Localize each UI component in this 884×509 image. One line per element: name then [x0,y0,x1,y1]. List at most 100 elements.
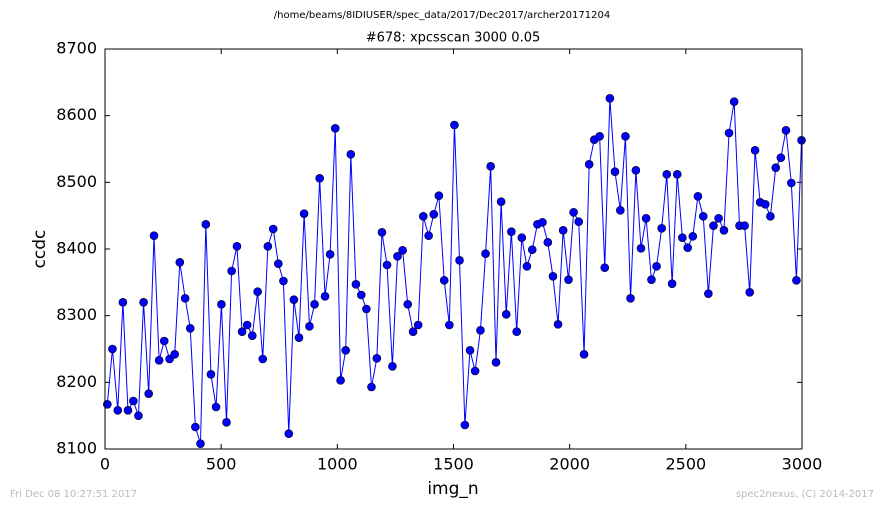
x-axis-label: img_n [427,479,478,499]
data-point [336,376,345,385]
chart-subtitle: #678: xpcsscan 3000 0.05 [366,31,541,46]
data-point [320,292,330,301]
data-point [616,206,625,215]
data-point [460,420,470,430]
data-point [626,294,635,303]
data-point [470,366,480,376]
data-point [274,259,283,268]
data-point [154,356,164,365]
data-point [279,276,288,286]
data-point [159,336,169,346]
data-point [714,214,723,223]
y-tick-label: 8400 [56,239,97,258]
data-point [424,231,433,240]
data-point [118,298,128,307]
data-point [476,326,485,335]
data-point [693,192,703,201]
data-point [206,370,216,379]
data-point [501,310,511,319]
data-point [631,166,641,175]
data-point [553,320,563,329]
data-point [704,289,713,298]
data-point [237,327,247,336]
data-point [465,346,475,355]
data-point [792,276,801,285]
data-point [574,217,584,226]
data-point [517,233,527,242]
data-point [247,331,257,340]
data-point [113,406,123,415]
data-point [196,439,205,448]
data-point [175,258,185,267]
x-tick-label: 0 [100,455,110,474]
data-point [760,200,770,209]
data-point [647,275,656,284]
data-point [429,210,439,219]
data-point [305,322,314,331]
x-tick-label: 1000 [317,455,358,474]
data-point [481,249,490,258]
data-point [367,382,376,392]
data-point [455,256,464,265]
data-point [403,300,413,309]
data-point [330,124,340,133]
plot-frame [104,48,803,450]
data-point [745,288,755,297]
data-point [284,429,294,438]
x-tick-label: 500 [206,455,237,474]
data-point [579,350,589,359]
data-point [548,272,558,281]
data-point [299,209,309,218]
data-point [678,233,687,242]
data-point [538,218,547,227]
data-point [388,362,397,371]
x-tick-label: 3000 [782,455,823,474]
data-point [486,162,495,171]
data-point [450,120,459,130]
data-point [134,411,143,420]
data-point [445,320,454,330]
data-point [672,170,682,179]
data-point [377,228,387,237]
data-point [621,132,630,141]
data-point [605,94,615,103]
data-point [315,174,324,183]
data-point [527,245,537,254]
x-tick-label: 2500 [665,455,706,474]
data-point [776,153,786,162]
data-point [232,242,242,251]
data-point [149,231,159,240]
chart-title: /home/beams/8IDIUSER/spec_data/2017/Dec2… [274,10,610,21]
data-point [393,252,402,261]
data-point [740,221,749,230]
data-point [351,280,361,289]
data-point [310,300,319,309]
x-tick-label: 1500 [433,455,474,474]
data-point [222,418,231,427]
data-point [496,197,506,206]
data-point [382,260,392,270]
y-tick-label: 8300 [56,305,97,324]
data-point [667,279,677,288]
data-point [491,358,501,367]
data-point [227,266,236,276]
data-point [341,346,350,355]
data-point [729,97,739,106]
data-point [418,212,428,221]
y-tick-label: 8200 [56,372,97,391]
data-point [558,226,568,235]
y-tick-label: 8500 [56,172,97,191]
data-point [781,126,791,135]
data-point [719,226,729,235]
data-point [750,146,760,155]
data-point [242,320,252,330]
data-point [688,232,698,241]
data-point [108,344,117,354]
data-point [507,227,516,236]
data-point [636,244,646,253]
data-point [144,389,153,398]
data-point [201,220,211,229]
data-point [170,350,179,359]
